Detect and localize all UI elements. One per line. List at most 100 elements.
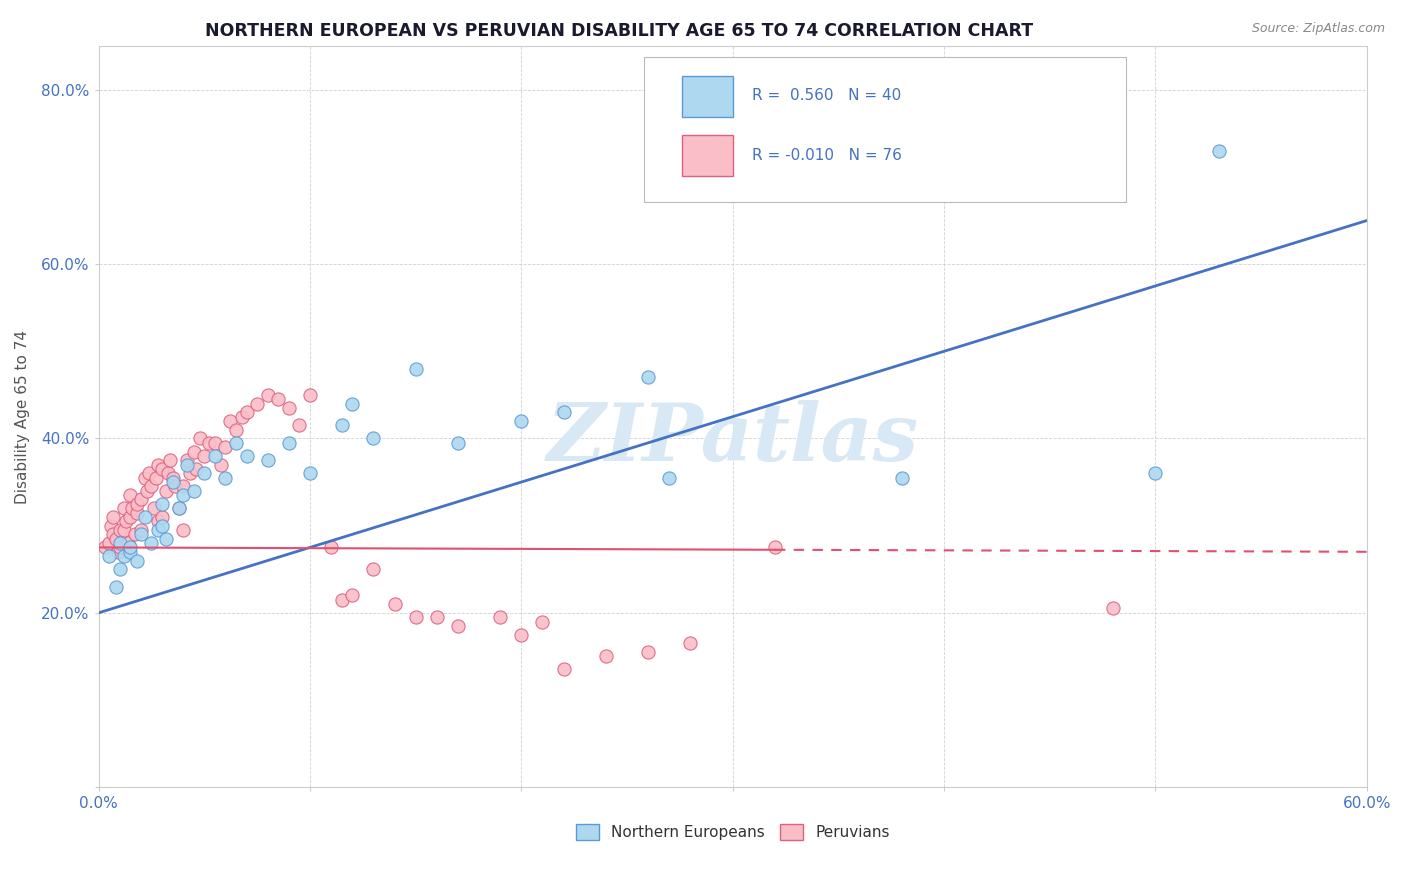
- Point: [162, 471, 184, 485]
- Point: [384, 597, 406, 611]
- Point: [342, 396, 364, 410]
- Point: [183, 444, 205, 458]
- Point: [141, 479, 163, 493]
- Point: [214, 440, 236, 454]
- Point: [120, 541, 142, 555]
- Point: [321, 541, 343, 555]
- Point: [235, 449, 257, 463]
- Point: [679, 636, 702, 650]
- Point: [172, 488, 194, 502]
- Point: [637, 370, 659, 384]
- Point: [183, 483, 205, 498]
- Point: [141, 536, 163, 550]
- Point: [134, 510, 156, 524]
- Point: [1144, 467, 1167, 481]
- Point: [145, 471, 167, 485]
- Point: [155, 532, 177, 546]
- Point: [157, 467, 180, 481]
- Bar: [682, 76, 733, 117]
- Point: [108, 536, 131, 550]
- Point: [197, 435, 219, 450]
- Bar: [682, 135, 733, 176]
- Point: [142, 501, 165, 516]
- Point: [553, 405, 575, 419]
- Point: [330, 418, 353, 433]
- Point: [277, 401, 299, 415]
- Point: [214, 471, 236, 485]
- Point: [136, 483, 159, 498]
- Point: [176, 458, 198, 472]
- FancyBboxPatch shape: [644, 57, 1126, 202]
- Point: [209, 458, 232, 472]
- Point: [121, 501, 143, 516]
- Point: [172, 523, 194, 537]
- Point: [172, 479, 194, 493]
- Point: [159, 453, 181, 467]
- Point: [146, 458, 169, 472]
- Point: [531, 615, 554, 629]
- Y-axis label: Disability Age 65 to 74: Disability Age 65 to 74: [15, 330, 30, 504]
- Point: [129, 527, 152, 541]
- Legend: Northern Europeans, Peruvians: Northern Europeans, Peruvians: [569, 818, 896, 847]
- Point: [98, 549, 121, 563]
- Point: [890, 471, 912, 485]
- Point: [267, 392, 290, 407]
- Point: [125, 506, 148, 520]
- Point: [405, 361, 427, 376]
- Point: [146, 514, 169, 528]
- Point: [104, 532, 127, 546]
- Point: [330, 592, 353, 607]
- Point: [231, 409, 253, 424]
- Point: [108, 523, 131, 537]
- Point: [98, 536, 121, 550]
- Point: [553, 663, 575, 677]
- Point: [150, 497, 173, 511]
- Point: [163, 479, 186, 493]
- Point: [150, 462, 173, 476]
- Point: [124, 527, 146, 541]
- Text: R =  0.560   N = 40: R = 0.560 N = 40: [752, 88, 901, 103]
- Point: [288, 418, 311, 433]
- Point: [193, 449, 215, 463]
- Point: [104, 580, 127, 594]
- Point: [146, 523, 169, 537]
- Point: [1208, 144, 1230, 158]
- Point: [193, 467, 215, 481]
- Point: [134, 471, 156, 485]
- Point: [112, 549, 135, 563]
- Text: Source: ZipAtlas.com: Source: ZipAtlas.com: [1251, 22, 1385, 36]
- Point: [342, 588, 364, 602]
- Point: [150, 518, 173, 533]
- Point: [94, 541, 117, 555]
- Point: [510, 627, 533, 641]
- Point: [256, 453, 278, 467]
- Point: [112, 501, 135, 516]
- Point: [595, 649, 617, 664]
- Point: [120, 510, 142, 524]
- Point: [298, 388, 321, 402]
- Point: [447, 619, 470, 633]
- Text: NORTHERN EUROPEAN VS PERUVIAN DISABILITY AGE 65 TO 74 CORRELATION CHART: NORTHERN EUROPEAN VS PERUVIAN DISABILITY…: [205, 22, 1032, 40]
- Point: [204, 435, 226, 450]
- Point: [167, 501, 190, 516]
- Point: [162, 475, 184, 489]
- Point: [188, 432, 211, 446]
- Point: [489, 610, 512, 624]
- Point: [184, 462, 207, 476]
- Point: [363, 432, 385, 446]
- Point: [176, 453, 198, 467]
- Point: [129, 523, 152, 537]
- Point: [658, 471, 681, 485]
- Point: [218, 414, 240, 428]
- Point: [235, 405, 257, 419]
- Point: [225, 435, 247, 450]
- Point: [204, 449, 226, 463]
- Point: [107, 545, 129, 559]
- Point: [138, 467, 160, 481]
- Point: [1102, 601, 1125, 615]
- Point: [103, 527, 125, 541]
- Point: [447, 435, 470, 450]
- Point: [426, 610, 449, 624]
- Point: [155, 483, 177, 498]
- Point: [129, 492, 152, 507]
